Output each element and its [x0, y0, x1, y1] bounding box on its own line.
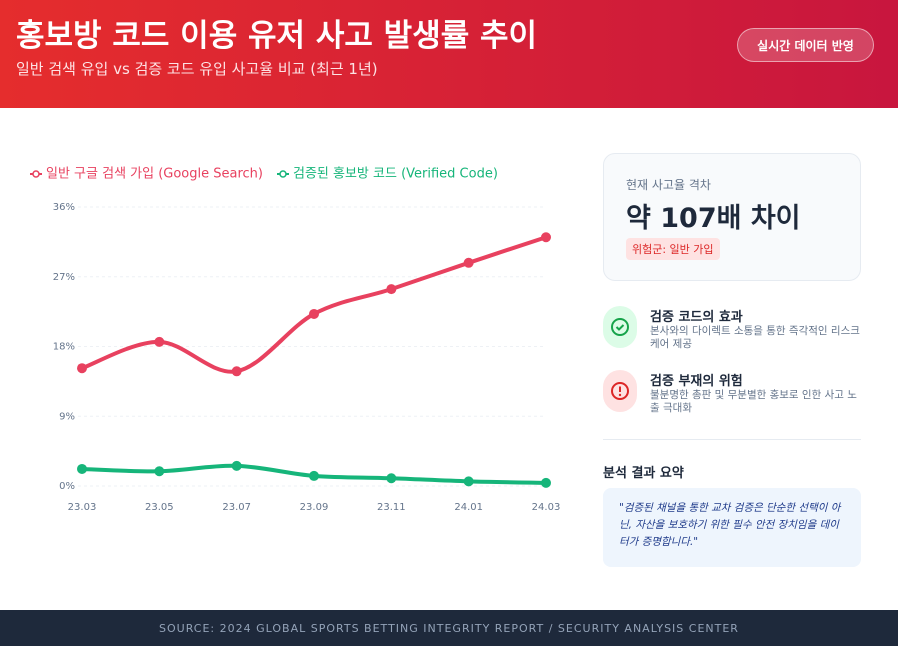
item-title: 검증 코드의 효과 [650, 310, 743, 325]
data-point [231, 460, 242, 471]
data-point [309, 308, 319, 319]
data-point [77, 463, 87, 474]
page-title: 홍보방 코드 이용 유저 사고 발생률 추이 [16, 18, 538, 54]
legend-label: 일반 구글 검색 가입 (Google Search) [46, 167, 263, 182]
data-point [463, 476, 474, 487]
data-point [77, 363, 87, 374]
alert-icon [603, 370, 637, 412]
summary-title: 분석 결과 요약 [603, 466, 684, 481]
chart: 일반 구글 검색 가입 (Google Search) 검증된 홍보방 코드 (V… [30, 167, 561, 513]
series-line [80, 235, 548, 374]
x-tick-label: 24.01 [454, 502, 483, 513]
y-tick-label: 18% [53, 342, 75, 353]
divider [603, 439, 861, 440]
item-description: 불분명한 총판 및 무분별한 홍보로 인한 사고 노출 극대화 [650, 389, 857, 414]
legend-dot [32, 170, 40, 178]
data-point [541, 232, 551, 243]
data-point [309, 470, 319, 481]
x-tick-label: 24.03 [532, 502, 561, 513]
legend-dot [279, 170, 287, 178]
data-point [231, 366, 242, 377]
x-tick-label: 23.11 [377, 502, 406, 513]
y-tick-label: 36% [53, 202, 75, 213]
data-point [154, 466, 165, 477]
summary-box: "검증된 채널을 통한 교차 검증은 단순한 선택이 아닌, 자산을 보호하기 … [603, 488, 861, 567]
risk-badge: 위험군: 일반 가입 [626, 238, 720, 260]
x-tick-label: 23.07 [222, 502, 251, 513]
refresh-button[interactable]: 실시간 데이터 반영 [737, 28, 874, 62]
y-tick-label: 9% [59, 411, 75, 422]
data-point [154, 336, 165, 347]
legend-label: 검증된 홍보방 코드 (Verified Code) [293, 167, 498, 182]
y-tick-label: 27% [53, 272, 75, 283]
data-point [386, 284, 397, 295]
x-tick-label: 23.03 [68, 502, 97, 513]
y-tick-label: 0% [59, 481, 75, 492]
data-point [541, 477, 551, 488]
gap-card: 현재 사고율 격차 약 107배 차이 위험군: 일반 가입 [603, 153, 861, 281]
header: 홍보방 코드 이용 유저 사고 발생률 추이 일반 검색 유입 vs 검증 코드… [0, 0, 898, 108]
gap-value: 약 107배 차이 [626, 203, 801, 234]
item-description: 본사와의 다이렉트 소통을 통한 즉각적인 리스크 케어 제공 [650, 325, 860, 350]
data-point [463, 257, 474, 268]
item-title: 검증 부재의 위험 [650, 374, 743, 389]
check-icon [603, 306, 637, 348]
gap-label: 현재 사고율 격차 [626, 178, 711, 192]
x-tick-label: 23.05 [145, 502, 174, 513]
footer: SOURCE: 2024 GLOBAL SPORTS BETTING INTEG… [0, 610, 898, 646]
page-subtitle: 일반 검색 유입 vs 검증 코드 유입 사고율 비교 (최근 1년) [16, 60, 378, 78]
data-point [386, 473, 397, 484]
x-tick-label: 23.09 [300, 502, 329, 513]
